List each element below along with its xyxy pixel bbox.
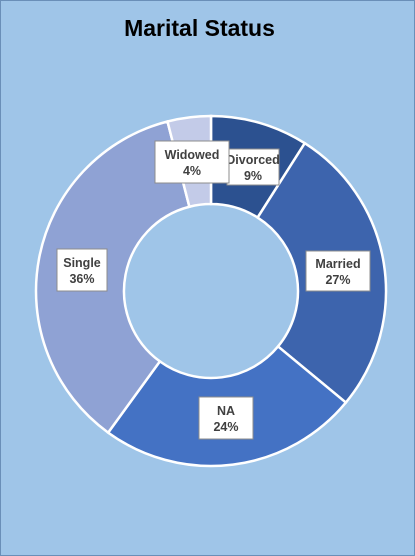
data-label-value: 27%: [325, 273, 350, 287]
data-label-category: Widowed: [165, 148, 220, 162]
data-label-value: 4%: [183, 164, 201, 178]
data-label-widowed: Widowed 4%: [155, 141, 229, 183]
data-label-value: 9%: [244, 169, 262, 183]
data-label-value: 24%: [213, 420, 238, 434]
data-label-value: 36%: [69, 272, 94, 286]
data-label-single: Single 36%: [57, 249, 107, 291]
data-label-category: Divorced: [226, 153, 280, 167]
data-label-category: Single: [63, 256, 101, 270]
data-label-category: Married: [315, 257, 360, 271]
data-label-divorced: Divorced 9%: [226, 149, 280, 185]
data-label-married: Married 27%: [306, 251, 370, 291]
data-label-na: NA 24%: [199, 397, 253, 439]
data-label-category: NA: [217, 404, 235, 418]
